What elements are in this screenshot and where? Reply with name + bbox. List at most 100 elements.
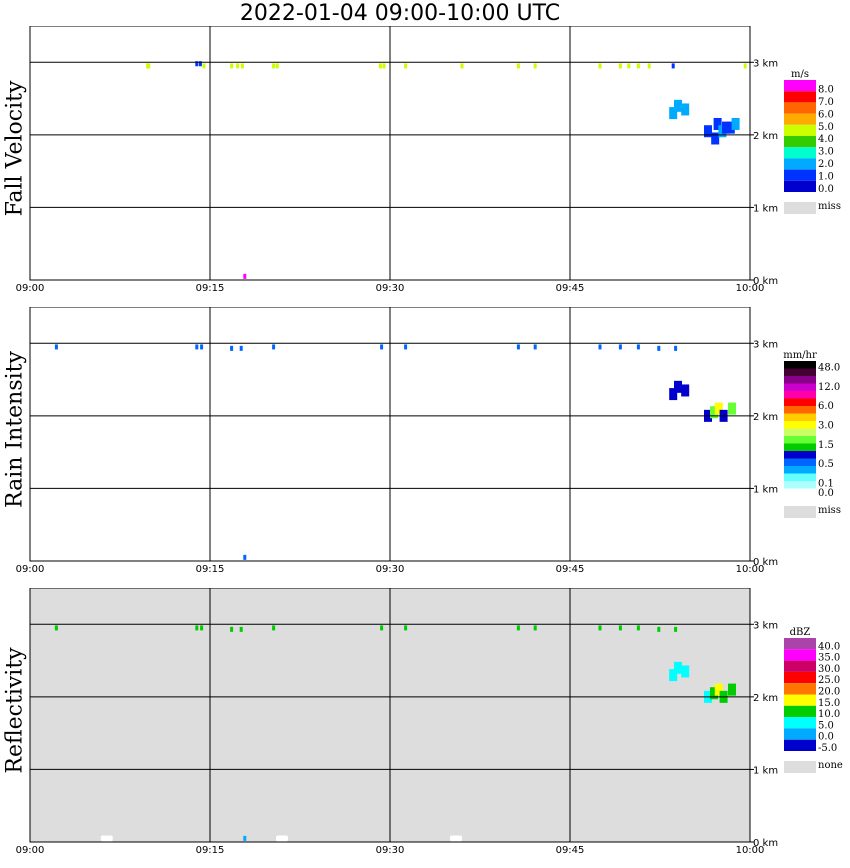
fall_velocity-data-point	[669, 107, 678, 120]
reflectivity-x-tick-label: 10:00	[736, 845, 765, 856]
fall_velocity-data-point	[236, 63, 240, 69]
rain_intensity-data-point	[598, 344, 602, 350]
reflectivity-colorbar-label: 20.0	[818, 687, 840, 698]
fall_velocity-data-point	[726, 121, 735, 134]
reflectivity-data-point	[272, 625, 276, 631]
reflectivity-clear-gap	[100, 835, 113, 842]
rain-intensity-panel: Rain Intensity 09:00 09:15 09:30 09:45 10:00…	[0, 307, 850, 587]
fall_velocity-colorbar-label: 5.0	[818, 122, 834, 133]
reflectivity-x-tick-label: 09:45	[556, 845, 585, 856]
fall_velocity-x-tick-label: 09:45	[556, 283, 585, 294]
rain_intensity-colorbar-swatch	[784, 421, 816, 429]
reflectivity-colorbar-label: 40.0	[818, 641, 840, 652]
reflectivity-data-point	[516, 625, 520, 631]
reflectivity-colorbar-swatch	[784, 705, 816, 718]
rain_intensity-data-point	[674, 380, 682, 393]
rain_intensity-colorbar-label: 6.0	[818, 401, 834, 412]
rain_intensity-colorbar-swatch	[784, 368, 816, 376]
reflectivity-colorbar-swatch	[784, 671, 816, 684]
reflectivity-data-point	[714, 683, 723, 696]
reflectivity-y-tick-label: 0 km	[753, 838, 778, 849]
rain_intensity-colorbar-unit: mm/hr	[783, 350, 817, 361]
rain_intensity-data-point	[200, 344, 204, 350]
fall_velocity-colorbar-swatch	[784, 91, 816, 103]
reflectivity-colorbar-label: 35.0	[818, 653, 840, 664]
rain_intensity-colorbar-swatch	[784, 428, 816, 436]
reflectivity-data-point	[195, 625, 199, 631]
reflectivity-colorbar-swatch	[784, 694, 816, 706]
fall_velocity-x-tick-label: 09:15	[196, 283, 225, 294]
fall_velocity-data-point	[243, 273, 247, 279]
reflectivity-data-point	[243, 835, 247, 841]
rain_intensity-colorbar-swatch	[784, 473, 816, 481]
rain-intensity-chart: 09:00 09:15 09:30 09:45 10:000 km 1 km 2 km 3 k…	[16, 307, 841, 575]
reflectivity-data-point	[618, 625, 622, 631]
rain_intensity-y-tick-label: 1 km	[753, 484, 778, 495]
fall_velocity-colorbar-swatch	[784, 136, 816, 148]
rain_intensity-data-point	[714, 402, 723, 415]
rain_intensity-x-tick-label: 09:15	[196, 564, 225, 575]
reflectivity-colorbar-swatch	[784, 649, 816, 661]
fall_velocity-data-point	[460, 63, 464, 69]
fall_velocity-colorbar-swatch	[784, 158, 816, 170]
reflectivity-colorbar-swatch	[784, 728, 816, 740]
rain_intensity-data-point	[243, 554, 247, 560]
reflectivity-data-point	[598, 625, 602, 631]
rain_intensity-data-point	[728, 402, 736, 415]
fall_velocity-data-point	[240, 63, 244, 69]
fall_velocity-data-point	[681, 103, 690, 116]
fall_velocity-y-tick-label: 1 km	[753, 203, 778, 214]
fall_velocity-data-point	[382, 63, 386, 69]
fall_velocity-frame	[29, 26, 751, 281]
fall_velocity-data-point	[743, 63, 747, 69]
reflectivity-data-point	[669, 669, 678, 682]
reflectivity-colorbar-swatch	[784, 683, 816, 695]
fall_velocity-colorbar-missing-swatch	[784, 202, 816, 214]
rain_intensity-y-tick-label: 2 km	[753, 412, 778, 423]
reflectivity-data-point	[657, 626, 661, 632]
rain_intensity-colorbar-swatch	[784, 458, 816, 466]
rain_intensity-y-tick-label: 3 km	[753, 339, 778, 350]
fall-velocity-chart: 09:00 09:15 09:30 09:45 10:000 km 1 km 2 km 3 k…	[16, 26, 841, 294]
fall_velocity-data-point	[618, 63, 622, 69]
fall_velocity-data-point	[195, 61, 199, 67]
reflectivity-data-point	[533, 625, 537, 631]
reflectivity-data-point	[674, 661, 682, 674]
reflectivity-data-point	[200, 625, 204, 631]
reflectivity-colorbar-swatch	[784, 638, 816, 650]
reflectivity-y-tick-label: 3 km	[753, 620, 778, 631]
reflectivity-colorbar-swatch	[784, 717, 816, 729]
rain_intensity-colorbar-missing-swatch	[784, 506, 816, 518]
reflectivity-colorbar-missing-swatch	[784, 761, 816, 773]
fall_velocity-colorbar-missing-label: miss	[818, 201, 841, 212]
rain_intensity-colorbar-swatch	[784, 413, 816, 421]
rain_intensity-data-point	[681, 384, 690, 397]
fall_velocity-colorbar-label: 6.0	[818, 109, 834, 120]
fall_velocity-data-point	[722, 121, 730, 134]
fall_velocity-x-tick-label: 09:00	[16, 283, 45, 294]
reflectivity-panel: Reflectivity 09:00 09:15 09:30 09:45 10:00 0 …	[0, 588, 850, 868]
fall_velocity-data-point	[147, 63, 151, 69]
fall_velocity-colorbar-label: 1.0	[818, 172, 834, 183]
rain_intensity-data-point	[195, 344, 199, 350]
rain_intensity-colorbar-label: 3.0	[818, 421, 834, 432]
rain_intensity-data-point	[380, 344, 384, 350]
rain_intensity-colorbar-swatch	[784, 436, 816, 444]
rain_intensity-y-tick-label: 0 km	[753, 557, 778, 568]
rain_intensity-x-tick-label: 09:45	[556, 564, 585, 575]
fall_velocity-data-point	[198, 61, 202, 67]
rain_intensity-data-point	[618, 344, 622, 350]
fall_velocity-colorbar-swatch	[784, 180, 816, 192]
rain_intensity-colorbar-missing-label: miss	[818, 505, 841, 516]
fall_velocity-y-tick-label: 3 km	[753, 58, 778, 69]
rain_intensity-colorbar-swatch	[784, 443, 816, 451]
rain_intensity-data-point	[516, 344, 520, 350]
fall_velocity-data-point	[598, 63, 602, 69]
rain_intensity-colorbar-swatch	[784, 391, 816, 399]
rain_intensity-data-point	[533, 344, 537, 350]
fall_velocity-data-point	[404, 63, 408, 69]
fall_velocity-colorbar-swatch	[784, 113, 816, 125]
reflectivity-data-point	[710, 687, 718, 700]
fall_velocity-colorbar-swatch	[784, 102, 816, 114]
rain_intensity-colorbar-label: 0.1	[818, 478, 834, 489]
